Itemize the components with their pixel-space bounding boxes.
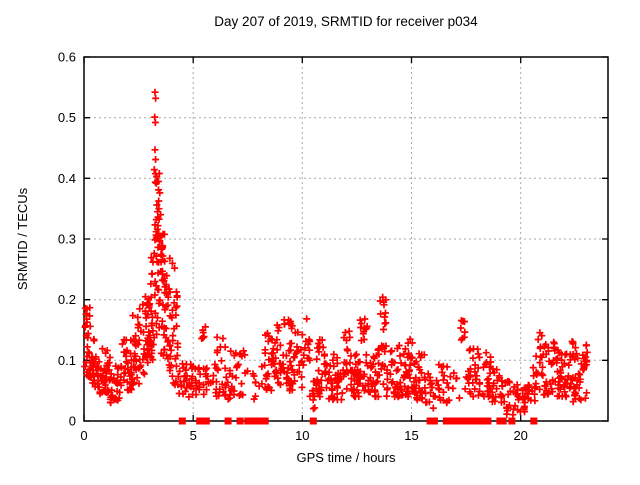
zero-value-marker [309, 417, 317, 425]
zero-value-marker [530, 417, 538, 425]
x-tick-label: 20 [513, 428, 527, 443]
zero-value-marker [452, 417, 460, 425]
zero-value-marker [484, 417, 492, 425]
y-tick-label: 0 [69, 414, 76, 429]
zero-value-marker [477, 417, 485, 425]
y-axis-label: SRMTID / TECUs [15, 187, 30, 290]
zero-value-marker [430, 417, 438, 425]
zero-value-marker [462, 417, 470, 425]
zero-value-marker [426, 417, 434, 425]
x-tick-label: 0 [80, 428, 87, 443]
x-tick-label: 10 [295, 428, 309, 443]
zero-value-marker [499, 417, 507, 425]
zero-value-marker [508, 417, 516, 425]
zero-value-marker [196, 417, 204, 425]
y-tick-label: 0.1 [58, 353, 76, 368]
zero-value-marker [261, 417, 269, 425]
x-tick-label: 5 [190, 428, 197, 443]
data-points [81, 88, 591, 419]
x-tick-label: 15 [404, 428, 418, 443]
zero-value-marker [257, 417, 265, 425]
zero-value-marker [458, 417, 466, 425]
zero-value-marker [178, 417, 186, 425]
zero-value-marker [472, 417, 480, 425]
y-tick-label: 0.6 [58, 50, 76, 65]
plot-area: 0 5 10 15 20 0 0.1 0.2 0.3 0.4 0.5 0.6 [58, 50, 609, 443]
y-tick-label: 0.5 [58, 110, 76, 125]
zero-value-marker [442, 417, 450, 425]
zero-value-marker [202, 417, 210, 425]
zero-value-marker [236, 417, 244, 425]
chart-title: Day 207 of 2019, SRMTID for receiver p03… [214, 14, 478, 29]
y-tick-label: 0.3 [58, 232, 76, 247]
zero-value-marker [468, 417, 475, 425]
y-tick-label: 0.4 [58, 171, 76, 186]
zero-value-marker [224, 417, 232, 425]
axis-ticks [83, 56, 608, 422]
zero-value-marker [448, 417, 456, 425]
x-axis-label: GPS time / hours [297, 450, 396, 465]
y-tick-label: 0.2 [58, 292, 76, 307]
